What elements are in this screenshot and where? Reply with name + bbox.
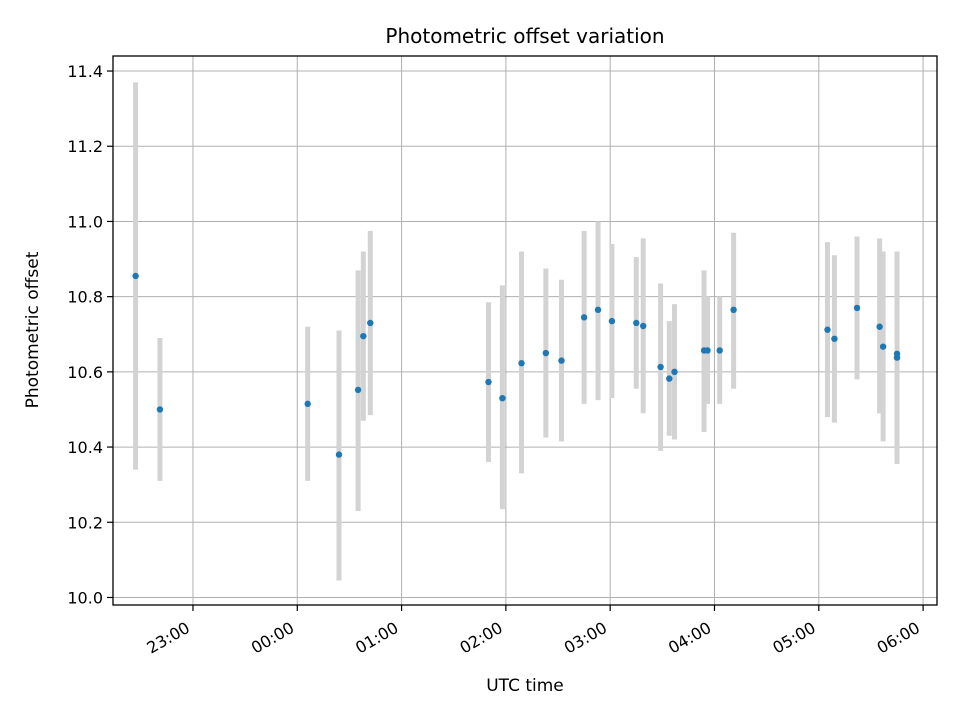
data-point [853,304,861,312]
x-tick-label: 03:00 [561,618,610,658]
grid [113,56,937,605]
data-point [367,319,374,327]
y-axis-label: Photometric offset [23,251,43,408]
data-point [893,354,901,361]
x-axis-ticks: 23:00 00:00 01:00 02:00 03:00 04:00 05:00 06:00 [144,605,924,658]
data-point [831,335,838,342]
data-point [542,349,550,357]
data-point [876,323,883,330]
data-point [354,386,362,394]
plot-frame [112,55,938,606]
data-point [132,272,139,280]
data-point [640,322,647,330]
data-point [304,400,311,408]
data-point [824,326,831,333]
y-tick-label: 10.0 [67,588,103,607]
data-point [485,378,492,386]
y-tick-label: 11.2 [67,137,103,156]
data-point [879,343,887,350]
y-tick-label: 10.6 [67,363,103,382]
y-axis-ticks: 10.0 10.2 10.4 10.6 10.8 11.0 11.2 11.4 [67,62,113,607]
chart-title: Photometric offset variation [385,24,664,48]
x-tick-label: 01:00 [352,618,401,658]
data-point [716,347,723,354]
data-point [518,360,525,367]
y-tick-label: 10.4 [67,438,103,457]
data-point [633,319,640,327]
y-tick-label: 11.4 [67,62,103,81]
data-point [608,317,616,325]
data-point [499,394,506,402]
data-point [156,406,164,413]
data-point [671,368,678,376]
plot-background [113,56,937,605]
data-point [657,363,664,371]
y-tick-label: 10.8 [67,288,103,307]
x-axis-label: UTC time [486,676,564,696]
data-point [704,347,711,354]
x-tick-label: 02:00 [456,618,505,658]
y-tick-label: 11.0 [67,212,103,231]
data-point [580,314,588,321]
data-point [558,357,565,364]
x-tick-label: 00:00 [248,618,297,658]
x-tick-label: 06:00 [874,618,923,658]
data-point [730,306,737,314]
x-tick-label: 05:00 [769,618,818,658]
data-point [666,375,673,382]
data-point [594,306,602,314]
data-points [132,272,901,458]
y-tick-label: 10.2 [67,513,103,532]
data-point [335,451,343,458]
x-tick-label: 23:00 [144,618,193,658]
x-tick-label: 04:00 [665,618,714,658]
data-point [360,332,367,340]
